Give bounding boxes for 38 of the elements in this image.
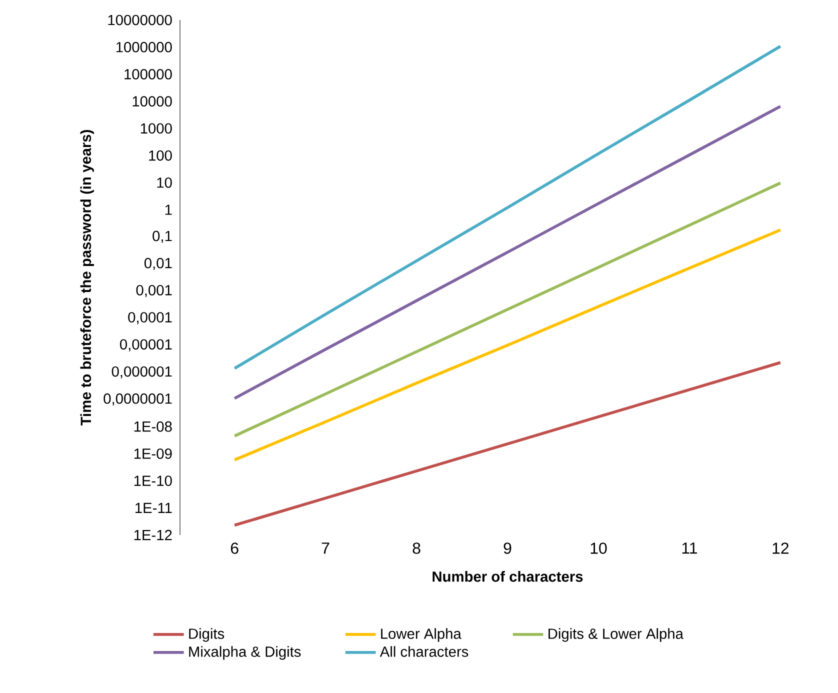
line-series xyxy=(233,44,782,370)
y-tick-label: 100 xyxy=(149,150,172,161)
y-tick-label: 1E-11 xyxy=(136,502,172,513)
legend-label: Mixalpha & Digits xyxy=(189,646,301,660)
line-series xyxy=(233,228,782,462)
x-tick-label: 8 xyxy=(412,542,420,554)
y-tick-label: 10000 xyxy=(132,96,172,107)
y-tick-label: 1000000 xyxy=(116,42,172,52)
legend-label: Digits & Lower Alpha xyxy=(548,628,684,642)
y-tick-label: 1E-12 xyxy=(134,530,172,540)
legend-label: Lower Alpha xyxy=(381,628,462,642)
y-tick-label: 1E-08 xyxy=(134,421,172,432)
legend-label: All characters xyxy=(380,646,468,657)
y-tick-label: 0,001 xyxy=(136,285,172,298)
y-tick-label: 1000 xyxy=(140,123,172,134)
x-axis-title: Number of characters xyxy=(432,571,583,582)
y-axis-title: Time to bruteforce the password (in years) xyxy=(80,130,94,426)
legend-label: Digits xyxy=(189,628,224,642)
y-tick-label: 1 xyxy=(165,204,172,215)
y-tick-label: 1E-10 xyxy=(134,476,172,486)
y-tick-label: 1E-09 xyxy=(134,448,172,459)
y-tick-label: 0,01 xyxy=(144,258,172,270)
y-tick-label: 10000000 xyxy=(108,14,172,26)
y-tick-label: 0,000001 xyxy=(112,366,172,378)
y-tick-label: 0,1 xyxy=(152,230,172,243)
line-series xyxy=(233,104,782,400)
x-tick-label: 9 xyxy=(504,542,512,554)
y-tick-label: 0,0001 xyxy=(128,312,172,324)
y-tick-label: 0,00001 xyxy=(120,339,172,352)
y-tick-label: 0,0000001 xyxy=(104,393,172,406)
x-tick-label: 10 xyxy=(590,542,607,554)
x-tick-label: 6 xyxy=(230,542,238,554)
y-tick-label: 100000 xyxy=(124,69,172,80)
x-tick-label: 11 xyxy=(682,542,697,554)
y-tick-label: 10 xyxy=(157,177,172,188)
x-tick-label: 12 xyxy=(772,542,789,554)
line-series xyxy=(233,182,782,438)
x-tick-label: 7 xyxy=(322,542,330,554)
